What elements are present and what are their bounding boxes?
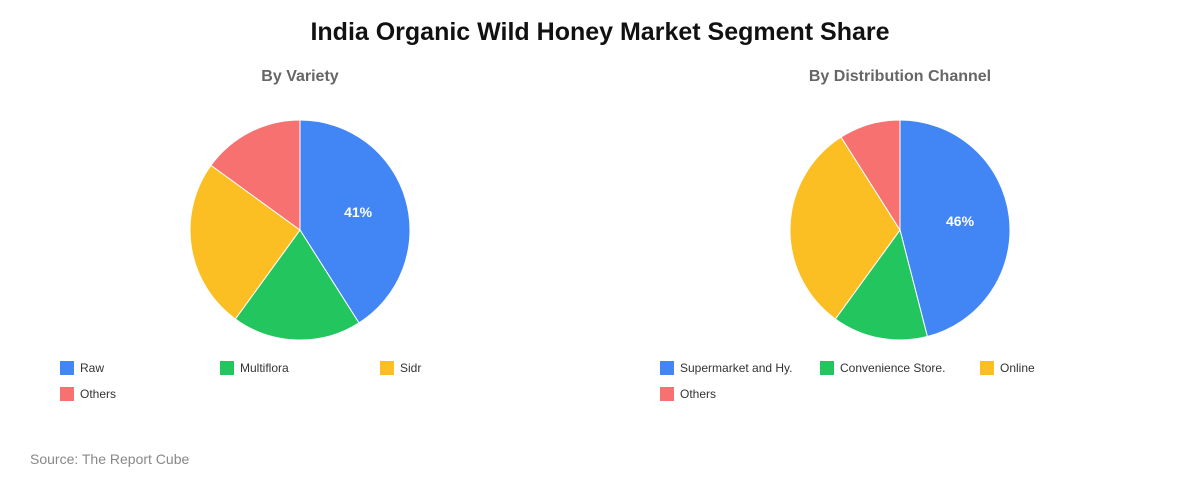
legend-swatch [60,387,74,401]
distribution-legend: Supermarket and Hy. Convenience Store. Onl… [660,360,1180,402]
pie-slice-raw [299,119,411,324]
pie-slice-others [210,119,301,231]
chart-main-title: India Organic Wild Honey Market Segment … [310,18,890,46]
legend-label: Raw [80,361,105,375]
legend-item-online: Online [980,360,1140,376]
legend-swatch [820,361,834,375]
legend-label: Multiflora [240,361,289,375]
variety-chart-panel: By Variety 41% Raw Multiflora Sidr Others [0,60,600,420]
legend-item-convenience-store: Convenience Store. [820,360,980,376]
legend-swatch [660,387,674,401]
pie-slice-convenience-store [834,228,928,341]
legend-swatch [60,361,74,375]
legend-label: Sidr [400,361,422,375]
variety-legend: Raw Multiflora Sidr Others [60,360,580,402]
legend-swatch [660,361,674,375]
variety-pie-chart: 41% [189,119,411,341]
legend-item-others: Others [60,386,220,402]
legend-label: Supermarket and Hy. [680,361,793,375]
pie-slice-online [789,136,901,320]
pie-slice-supermarket-and-hy [899,119,1011,338]
legend-label: Online [1000,361,1035,375]
pie-slice-sidr [189,164,301,320]
pie-slice-multiflora [234,229,360,341]
legend-label: Others [680,387,717,401]
source-note: Source: The Report Cube [30,451,190,467]
pie-data-label-supermarket-and-hy: 46% [946,213,975,229]
legend-label: Convenience Store. [840,361,946,375]
legend-item-supermarket-and-hy: Supermarket and Hy. [660,360,820,376]
variety-chart-title: By Variety [261,68,339,85]
distribution-chart-title: By Distribution Channel [808,68,992,85]
legend-item-multiflora: Multiflora [220,360,380,376]
legend-item-sidr: Sidr [380,360,540,376]
legend-swatch [980,361,994,375]
pie-data-label-raw: 41% [344,204,373,220]
legend-swatch [380,361,394,375]
legend-label: Others [80,387,117,401]
distribution-chart-panel: By Distribution Channel 46% Supermarket … [600,60,1200,420]
legend-item-raw: Raw [60,360,220,376]
distribution-pie-chart: 46% [789,119,1011,341]
legend-item-others: Others [660,386,820,402]
legend-swatch [220,361,234,375]
pie-slice-others [840,119,901,232]
